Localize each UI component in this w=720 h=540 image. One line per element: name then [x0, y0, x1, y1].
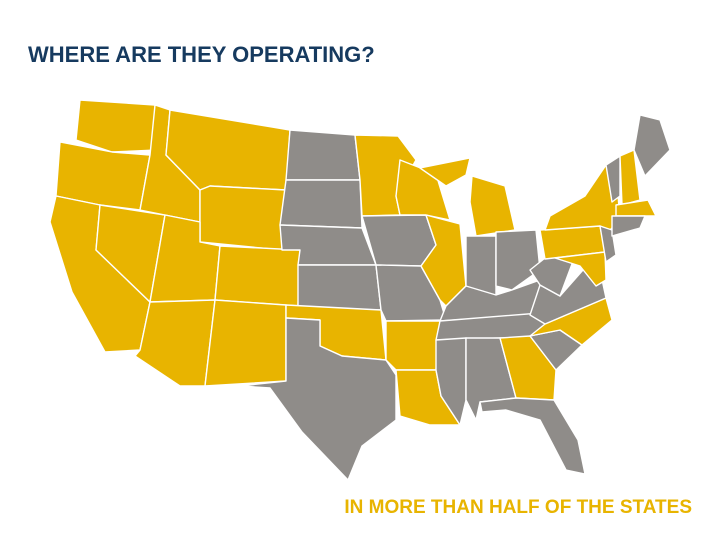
- state: [239, 317, 397, 481]
- state: [279, 179, 363, 229]
- state: [479, 397, 586, 475]
- state: [633, 114, 671, 177]
- caption: IN MORE THAN HALF OF THE STATES: [344, 497, 692, 518]
- state: [619, 149, 641, 206]
- state: [605, 155, 621, 203]
- state: [285, 129, 361, 181]
- state: [204, 299, 287, 387]
- state: [385, 320, 441, 371]
- us-map: [49, 99, 671, 481]
- state: [214, 245, 301, 307]
- title: WHERE ARE THEY OPERATING?: [28, 42, 375, 67]
- state: [75, 99, 159, 153]
- state: [199, 185, 287, 251]
- state: [611, 215, 646, 237]
- state: [419, 157, 471, 187]
- state: [529, 261, 607, 325]
- state: [495, 229, 541, 291]
- state: [469, 175, 516, 237]
- state: [420, 214, 467, 307]
- state: [615, 199, 657, 217]
- state: [297, 264, 382, 311]
- state: [554, 251, 607, 287]
